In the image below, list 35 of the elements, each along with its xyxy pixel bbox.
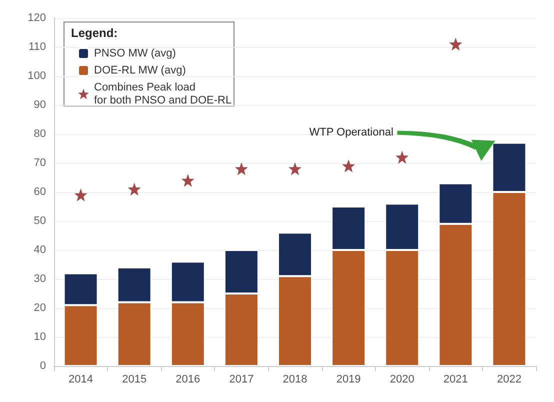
y-tick-label: 0 — [40, 360, 46, 372]
x-tick-label: 2014 — [68, 374, 94, 386]
legend-label: Combines Peak load for both PNSO and DOE-RL — [94, 82, 232, 106]
y-tick-label: 120 — [28, 12, 46, 24]
point — [74, 188, 88, 202]
x-tick-label: 2015 — [122, 374, 147, 386]
point — [449, 38, 462, 51]
x-tick-label: 2017 — [229, 374, 254, 386]
legend-label: DOE-RL MW (avg) — [94, 64, 186, 76]
point — [234, 162, 248, 176]
x-tick-label: 2016 — [176, 374, 200, 386]
point — [128, 182, 141, 196]
legend-label: PNSO MW (avg) — [94, 48, 176, 60]
y-tick-label: 10 — [34, 331, 46, 343]
x-tick-label: 2021 — [443, 374, 468, 386]
y-tick-label: 100 — [28, 70, 46, 82]
annotation: WTP Operational — [309, 126, 394, 139]
y-tick-label: 70 — [34, 157, 46, 169]
point — [396, 150, 409, 164]
y-tick-label: 60 — [34, 186, 46, 198]
x-tick-label: 2022 — [496, 374, 522, 386]
x-tick-label: 2020 — [390, 374, 414, 386]
point — [181, 174, 194, 187]
y-tick-label: 90 — [34, 99, 46, 111]
y-tick-label: 30 — [34, 273, 46, 285]
y-tick-label: 40 — [34, 244, 46, 256]
y-tick-label: 110 — [28, 41, 46, 53]
point — [288, 162, 302, 176]
x-tick-label: 2018 — [282, 374, 308, 386]
y-tick-label: 80 — [34, 128, 46, 140]
y-tick-label: 50 — [34, 215, 46, 227]
y-tick-label: 20 — [34, 302, 46, 314]
x-tick-label: 2019 — [336, 374, 361, 386]
legend-title: Legend: — [71, 26, 118, 40]
point — [342, 159, 356, 172]
